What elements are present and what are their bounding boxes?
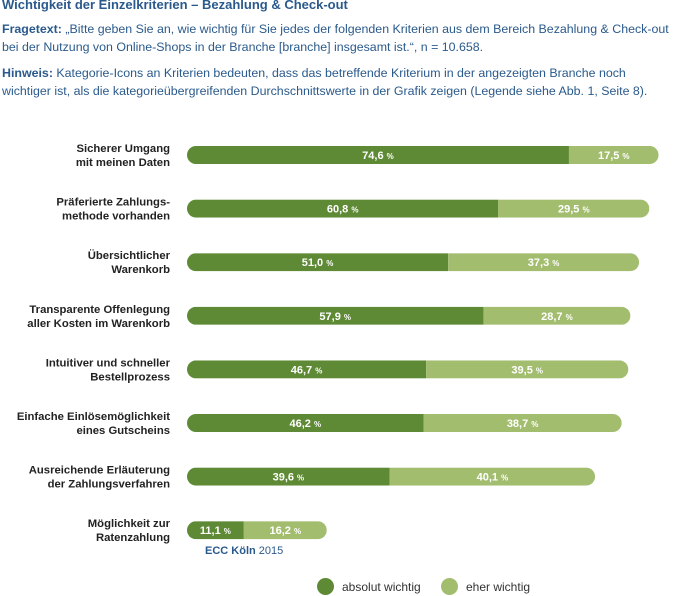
bar-eher [568, 146, 659, 164]
value-label: 16,2 % [270, 525, 302, 537]
bar-eher [423, 414, 622, 432]
value-label: 28,7 % [541, 311, 573, 323]
bar-eher [426, 360, 629, 379]
bar-eher [483, 306, 631, 325]
bar-group [187, 306, 631, 325]
category-label: der Zahlungsverfahren [48, 479, 171, 491]
category-label: Ratenzahlung [96, 532, 170, 544]
question-text: Fragetext: „Bitte geben Sie an, wie wich… [2, 21, 672, 56]
bar-group [187, 360, 629, 379]
bar-absolut [187, 414, 424, 432]
category-label: Ausreichende Erläuterung [29, 465, 170, 477]
question-label: Fragetext: [2, 22, 62, 36]
category-label: aller Kosten im Warenkorb [27, 318, 170, 330]
category-label: Präferierte Zahlungs- [56, 197, 170, 209]
note-text: Hinweis: Kategorie-Icons an Kriterien be… [2, 65, 672, 100]
legend-label-absolut: absolut wichtig [342, 579, 421, 594]
legend-item-eher: eher wichtig [441, 578, 530, 595]
value-label: 29,5 % [558, 204, 590, 216]
legend-item-absolut: absolut wichtig [317, 578, 421, 595]
value-label: 39,6 % [273, 472, 305, 484]
chart-title: Wichtigkeit der Einzelkriterien – Bezahl… [2, 0, 348, 12]
bar-absolut [187, 360, 427, 379]
category-label: Transparente Offenlegung [29, 304, 170, 316]
bar-eher [243, 521, 327, 540]
value-label: 40,1 % [477, 472, 509, 484]
category-label: eines Gutscheins [76, 425, 170, 437]
source-year: 2015 [258, 545, 284, 557]
value-label: 46,2 % [289, 418, 321, 430]
category-label: methode vorhanden [62, 211, 170, 223]
bar-group [187, 146, 659, 164]
source-note: ECC Köln 2015 [205, 545, 283, 557]
note-label: Hinweis: [2, 66, 53, 80]
value-label: 60,8 % [327, 204, 359, 216]
legend-swatch-absolut [317, 578, 334, 595]
legend-label-eher: eher wichtig [466, 579, 531, 594]
source-name: ECC Köln [205, 545, 256, 557]
bar-absolut [187, 199, 499, 218]
category-label: Möglichkeit zur [88, 518, 171, 530]
value-label: 38,7 % [507, 418, 539, 430]
value-label: 39,5 % [511, 364, 543, 376]
bar-absolut [187, 306, 484, 325]
bar-eher [389, 467, 596, 486]
bar-group [187, 414, 622, 432]
value-label: 57,9 % [319, 311, 351, 323]
category-label: Übersichtlicher [88, 249, 171, 262]
category-label: Intuitiver und schneller [46, 357, 171, 369]
value-label: 17,5 % [598, 150, 630, 162]
category-label: mit meinen Daten [76, 157, 170, 169]
bar-eher [498, 199, 650, 218]
category-label: Einfache Einlösemöglichkeit [17, 411, 170, 423]
category-label: Bestellprozess [90, 371, 170, 383]
bar-group [187, 199, 650, 218]
bar-eher [448, 253, 640, 272]
value-label: 74,6 % [362, 150, 394, 162]
bar-group [187, 521, 327, 540]
value-label: 37,3 % [528, 257, 560, 269]
value-label: 51,0 % [302, 257, 334, 269]
bar-absolut [187, 146, 569, 164]
bar-group [187, 253, 640, 272]
bar-absolut [187, 467, 390, 486]
bar-group [187, 467, 596, 486]
question-body: „Bitte geben Sie an, wie wichtig für Sie… [2, 22, 669, 54]
legend-swatch-eher [441, 578, 458, 595]
category-label: Warenkorb [111, 264, 170, 276]
value-label: 11,1 % [200, 525, 231, 537]
bar-absolut [187, 521, 244, 540]
note-body: Kategorie-Icons an Kriterien bedeuten, d… [2, 66, 648, 98]
bar-absolut [187, 253, 449, 272]
value-label: 46,7 % [291, 364, 323, 376]
category-label: Sicherer Umgang [76, 143, 170, 155]
